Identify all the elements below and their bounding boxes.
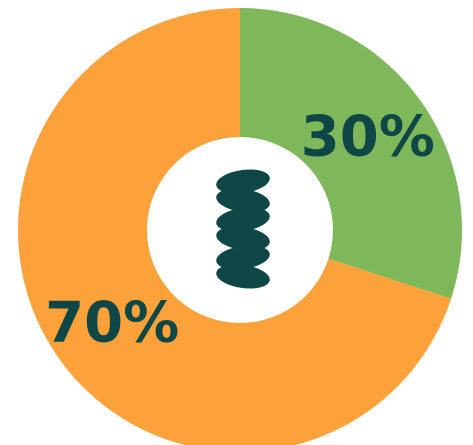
labels-group: 30% 70% bbox=[45, 105, 435, 356]
slice-label-30: 30% bbox=[301, 105, 435, 170]
grain-wheat-icon bbox=[216, 169, 270, 289]
slice-label-70: 70% bbox=[45, 290, 179, 355]
grain-stem bbox=[234, 175, 252, 283]
